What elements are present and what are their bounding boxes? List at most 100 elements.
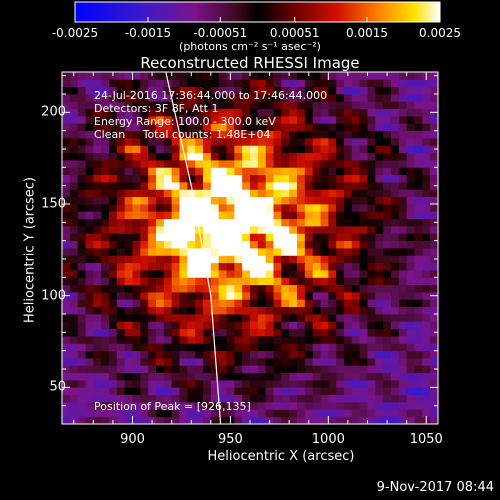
heatmap-cell (265, 284, 274, 293)
heatmap-cell (226, 204, 235, 212)
heatmap-cell (203, 277, 212, 286)
heatmap-cell (101, 416, 110, 424)
heatmap-cell (367, 306, 376, 315)
heatmap-cell (93, 277, 102, 286)
heatmap-cell (320, 248, 329, 256)
heatmap-cell (156, 182, 165, 190)
heatmap-cell (187, 350, 196, 359)
heatmap-cell (297, 350, 306, 359)
heatmap-cell (69, 86, 79, 95)
heatmap-cell (273, 94, 282, 102)
heatmap-cell (289, 108, 298, 117)
heatmap-cell (351, 233, 361, 242)
heatmap-cell (179, 255, 188, 264)
heatmap-cell (77, 130, 86, 139)
heatmap-cell (375, 299, 384, 308)
heatmap-cell (62, 101, 71, 110)
heatmap-cell (132, 270, 141, 278)
heatmap-cell (85, 380, 94, 388)
heatmap-cell (109, 94, 118, 102)
heatmap-cell (163, 394, 173, 403)
annotation-energy-range: Energy Range: 100.0 - 300.0 keV (94, 115, 276, 128)
heatmap-cell (398, 189, 408, 198)
heatmap-cell (398, 218, 408, 227)
heatmap-cell (312, 152, 321, 161)
heatmap-cell (406, 101, 415, 110)
heatmap-cell (101, 380, 110, 388)
heatmap-cell (242, 160, 251, 168)
heatmap-cell (367, 233, 376, 242)
heatmap-cell (289, 387, 298, 396)
heatmap-cell (148, 233, 157, 242)
heatmap-cell (124, 152, 133, 161)
heatmap-cell (203, 380, 212, 388)
heatmap-cell (398, 380, 408, 388)
heatmap-cell (210, 416, 220, 424)
heatmap-cell (375, 343, 384, 352)
heatmap-cell (414, 240, 423, 249)
heatmap-cell (289, 394, 298, 403)
heatmap-cell (367, 394, 376, 403)
heatmap-cell (289, 358, 298, 366)
heatmap-cell (234, 86, 243, 95)
heatmap-cell (375, 262, 384, 271)
heatmap-cell (359, 416, 368, 424)
heatmap-cell (273, 284, 282, 293)
heatmap-cell (218, 306, 227, 315)
heatmap-cell (179, 101, 188, 110)
heatmap-cell (257, 130, 267, 139)
heatmap-cell (93, 409, 102, 418)
heatmap-cell (210, 387, 220, 396)
heatmap-cell (242, 299, 251, 308)
heatmap-cell (124, 299, 133, 308)
heatmap-cell (163, 101, 173, 110)
heatmap-cell (351, 336, 361, 344)
heatmap-cell (187, 372, 196, 381)
heatmap-cell (265, 262, 274, 271)
heatmap-cell (336, 167, 345, 176)
heatmap-cell (312, 270, 321, 278)
heatmap-cell (62, 284, 71, 293)
heatmap-cell (383, 409, 392, 418)
heatmap-cell (203, 138, 212, 146)
heatmap-cell (156, 240, 165, 249)
heatmap-cell (226, 94, 235, 102)
heatmap-cell (203, 182, 212, 190)
colorbar-tick-label: 0.0025 (419, 26, 461, 40)
heatmap-cell (132, 108, 141, 117)
heatmap-cell (422, 270, 431, 278)
heatmap-cell (359, 336, 368, 344)
heatmap-cell (156, 72, 165, 80)
heatmap-cell (242, 314, 251, 322)
heatmap-cell (344, 402, 353, 410)
heatmap-cell (344, 350, 353, 359)
heatmap-cell (257, 152, 267, 161)
heatmap-cell (265, 218, 274, 227)
heatmap-cell (359, 394, 368, 403)
heatmap-cell (156, 86, 165, 95)
heatmap-cell (281, 79, 290, 88)
heatmap-cell (116, 336, 126, 344)
heatmap-cell (132, 218, 141, 227)
heatmap-cell (281, 204, 290, 212)
heatmap-cell (124, 328, 133, 337)
heatmap-cell (265, 292, 274, 300)
heatmap-cell (116, 299, 126, 308)
heatmap-cell (281, 299, 290, 308)
heatmap-cell (101, 116, 110, 124)
heatmap-cell (406, 387, 415, 396)
heatmap-cell (85, 255, 94, 264)
heatmap-cell (422, 189, 431, 198)
heatmap-cell (171, 328, 180, 337)
heatmap-cell (179, 402, 188, 410)
heatmap-cell (109, 167, 118, 176)
heatmap-cell (398, 394, 408, 403)
heatmap-cell (422, 402, 431, 410)
heatmap-cell (257, 343, 267, 352)
heatmap-cell (398, 306, 408, 315)
heatmap-cell (163, 123, 173, 132)
heatmap-cell (179, 336, 188, 344)
heatmap-cell (414, 218, 423, 227)
heatmap-cell (391, 270, 400, 278)
heatmap-cell (312, 314, 321, 322)
